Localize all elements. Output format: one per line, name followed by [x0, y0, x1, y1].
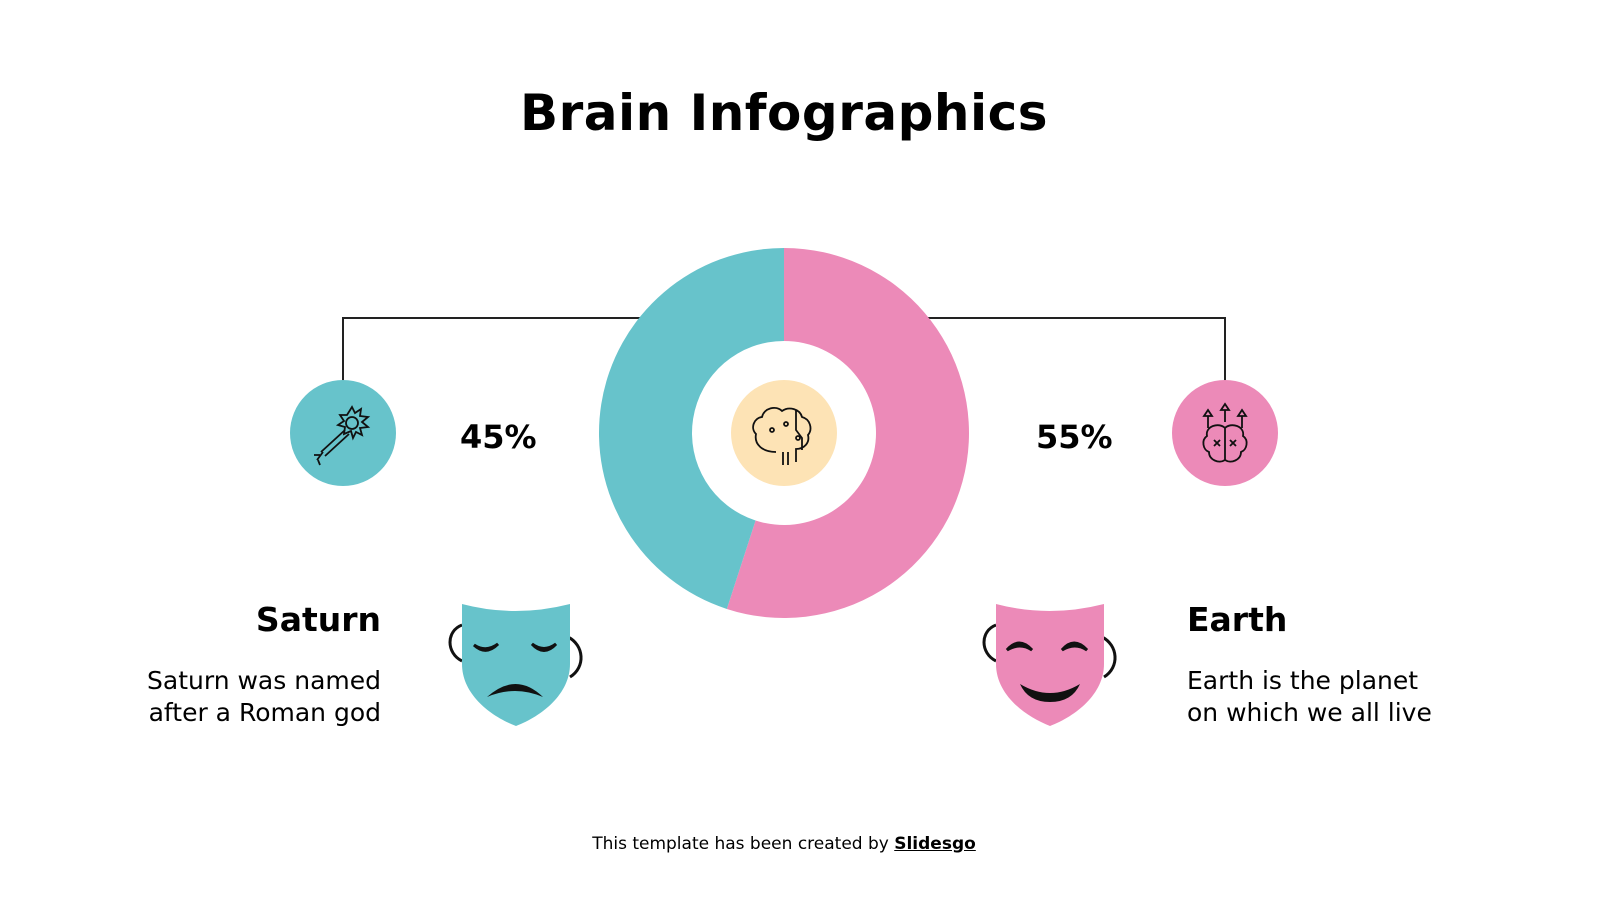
right-heading: Earth: [1187, 600, 1288, 639]
comedy-mask-icon: [982, 604, 1117, 726]
page-title: Brain Infographics: [519, 84, 1049, 142]
left-desc-line2: after a Roman god: [148, 698, 381, 727]
donut-slice-earth: [726, 248, 969, 618]
donut-slice-saturn: [599, 248, 784, 609]
donut-chart: [599, 248, 969, 618]
neuron-icon: [314, 405, 371, 466]
brain-circuit-icon: [752, 406, 812, 465]
brain-growth-icon: [1202, 402, 1248, 463]
right-desc-line2: on which we all live: [1187, 698, 1432, 727]
left-heading: Saturn: [255, 600, 381, 639]
connector-right: [928, 317, 1226, 382]
connector-left: [342, 317, 640, 382]
right-desc-line1: Earth is the planet: [1187, 666, 1419, 695]
left-description: Saturn was named after a Roman god: [147, 665, 381, 729]
right-description: Earth is the planet on which we all live: [1187, 665, 1432, 729]
footer: This template has been created by Slides…: [0, 834, 1568, 854]
left-percent: 45%: [460, 418, 537, 456]
right-percent: 55%: [1036, 418, 1113, 456]
center-icon-circle: [731, 380, 837, 486]
left-desc-line1: Saturn was named: [147, 666, 381, 695]
slidesgo-link[interactable]: Slidesgo: [894, 834, 976, 854]
tragedy-mask-icon: [448, 604, 583, 726]
footer-text: This template has been created by: [592, 834, 895, 854]
